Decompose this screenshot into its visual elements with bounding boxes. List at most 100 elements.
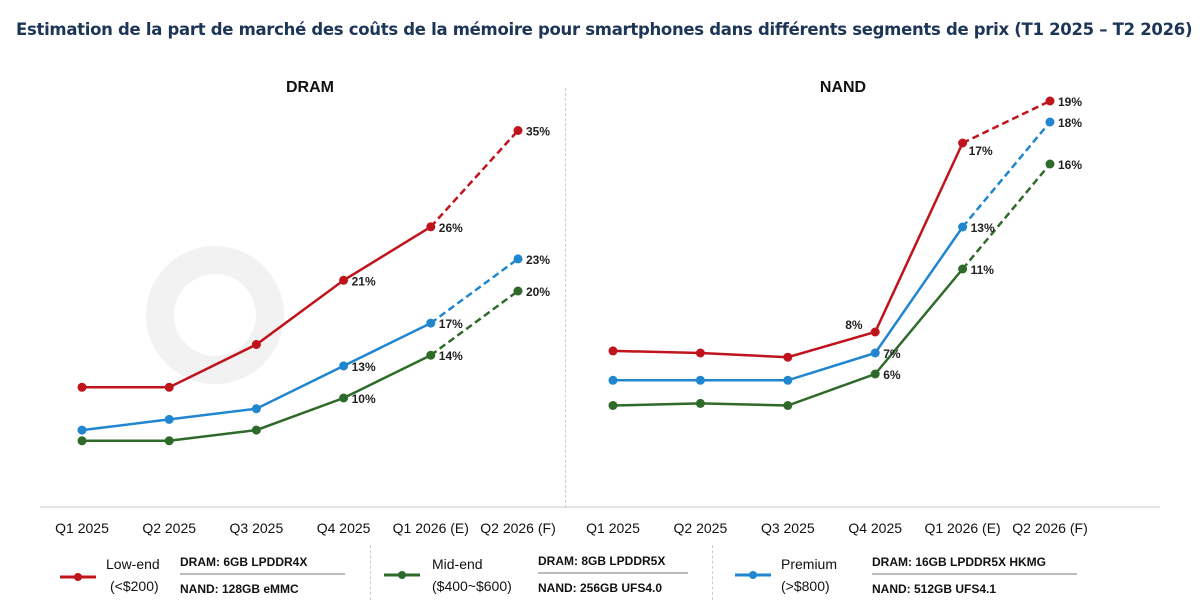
data-point [251,425,261,435]
data-label: 14% [439,349,463,363]
legend-low-nand: NAND: 128GB eMMC [180,582,299,596]
data-point [251,340,261,349]
data-point [958,264,968,274]
legend-sep [712,545,713,600]
forecast-line [962,99,1051,145]
data-point [695,398,705,408]
data-point [783,401,793,410]
legend-low-name: Low-end [106,556,160,572]
chart-title: Estimation de la part de marché des coût… [16,20,1193,39]
legend-marker-icon [74,573,82,581]
legend-low-price: (<$200) [110,578,159,594]
legend-divider [872,573,1077,575]
data-label: 23% [526,253,550,267]
data-point [608,346,618,356]
data-point [958,222,968,232]
legend-marker-icon [398,571,406,579]
x-tick-label: Q2 2026 (F) [1012,520,1087,536]
data-label: 7% [883,347,901,361]
data-point [608,375,618,385]
data-label: 16% [1058,158,1082,172]
data-point [695,375,705,385]
data-point [339,275,349,285]
series-line [612,268,964,407]
data-point [608,401,618,410]
x-tick-label: Q4 2025 [848,520,902,536]
legend-low-dram: DRAM: 6GB LPDDR4X [180,555,308,569]
x-tick-label: Q1 2026 (E) [393,520,469,536]
x-tick-label: Q3 2025 [761,520,815,536]
data-point [870,327,880,337]
x-tick-label: Q4 2025 [317,520,371,536]
panel-title: DRAM [286,79,334,96]
data-point [426,318,436,328]
data-label: 13% [352,360,376,374]
panel-divider [565,88,566,508]
x-tick-label: Q1 2025 [586,520,640,536]
legend-premium-nand: NAND: 512GB UFS4.1 [872,582,997,596]
legend-marker-icon [749,571,757,579]
data-point [426,222,436,232]
forecast-line [961,163,1051,270]
legend-mid-price: ($400~$600) [432,578,512,594]
legend-premium-dram: DRAM: 16GB LPDDR5X HKMG [872,555,1047,569]
data-point [164,382,174,392]
data-point [1045,96,1055,106]
data-label: 17% [969,144,993,158]
data-label: 18% [1058,116,1082,130]
forecast-line [961,121,1051,228]
forecast-line [430,289,519,357]
panel-title: NAND [820,79,866,96]
forecast-line [430,257,519,325]
data-label: 21% [352,274,376,288]
forecast-line [429,129,519,228]
data-point [513,126,523,135]
data-point [164,436,174,446]
legend-mid-nand: NAND: 256GB UFS4.0 [538,581,663,595]
data-point [251,404,261,414]
data-point [695,348,705,358]
data-point [783,375,793,385]
data-point [870,369,880,379]
data-point [1045,117,1055,127]
x-tick-label: Q2 2025 [142,520,196,536]
data-label: 17% [439,317,463,331]
watermark-logo [146,246,284,384]
data-point [426,350,436,360]
data-label: 6% [883,368,901,382]
legend-mid-dram: DRAM: 8GB LPDDR5X [538,554,666,568]
data-point [1045,159,1055,169]
data-label: 19% [1058,95,1082,109]
data-label: 20% [526,285,550,299]
data-label: 11% [971,263,995,277]
data-point [339,361,349,371]
x-tick-label: Q2 2026 (F) [480,520,555,536]
data-point [77,436,87,446]
data-point [513,286,523,296]
data-label: 26% [439,221,463,235]
legend-sep [370,545,371,600]
x-tick-label: Q3 2025 [230,520,284,536]
data-label: 10% [352,392,376,406]
legend-premium-name: Premium [781,556,838,572]
data-label: 13% [971,221,995,235]
series-line [612,142,964,359]
legend-divider [180,573,345,575]
legend-mid-name: Mid-end [432,556,483,572]
legend-divider [538,572,688,574]
data-label: 35% [526,125,550,139]
data-point [783,352,793,362]
x-tick-label: Q2 2025 [674,520,728,536]
data-point [339,393,349,403]
data-point [513,254,523,264]
data-point [164,414,174,424]
x-tick-label: Q1 2025 [55,520,109,536]
data-point [870,348,880,358]
data-point [958,138,968,148]
data-point [77,382,87,392]
x-tick-label: Q1 2026 (E) [924,520,1000,536]
data-label: 8% [845,318,863,332]
legend-premium-price: (>$800) [781,578,830,594]
